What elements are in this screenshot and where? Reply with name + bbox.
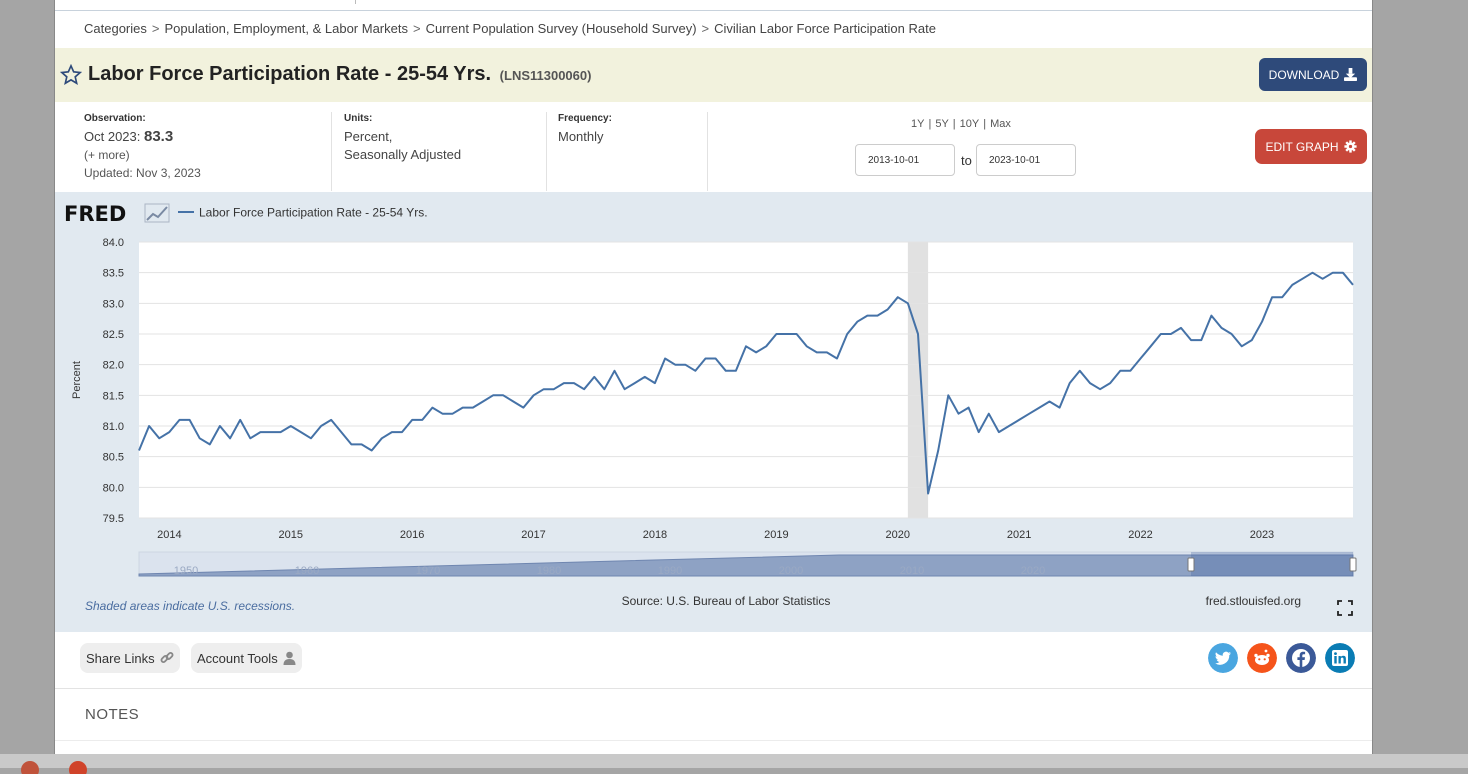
series-meta: Observation: Oct 2023: 83.3 (+ more) Upd…: [55, 102, 1372, 191]
x-tick-label: 2020: [886, 529, 910, 541]
range-10y[interactable]: 10Y: [959, 118, 980, 130]
fred-page: Categories > Population, Employment, & Lab…: [54, 0, 1373, 768]
navigator-area: [138, 554, 1354, 577]
y-tick-label: 83.0: [103, 298, 124, 310]
user-icon: [283, 651, 296, 665]
legend-label: Labor Force Participation Rate - 25-54 Y…: [199, 206, 428, 220]
fred-logo: FRED: [64, 202, 126, 226]
edit-graph-button[interactable]: EDIT GRAPH: [1255, 129, 1367, 164]
more-observations-link[interactable]: (+ more): [84, 148, 130, 162]
notes-heading[interactable]: NOTES: [85, 706, 140, 723]
title-bar: Labor Force Participation Rate - 25-54 Y…: [55, 48, 1372, 102]
site-url: fred.stlouisfed.org: [1206, 594, 1301, 608]
navigator-handle[interactable]: [1349, 557, 1357, 572]
y-tick-label: 80.5: [103, 452, 124, 464]
taskbar-strip: [0, 754, 1468, 774]
updated-date: Updated: Nov 3, 2023: [84, 166, 201, 180]
linkedin-icon[interactable]: [1325, 643, 1355, 673]
to-label: to: [961, 153, 972, 168]
gear-icon: [1343, 140, 1357, 153]
observation-value: 83.3: [144, 128, 174, 145]
navigator-year: 2020: [1021, 565, 1045, 577]
star-icon[interactable]: [60, 64, 82, 86]
x-tick-label: 2019: [764, 529, 788, 541]
navigator-year: 1970: [416, 565, 440, 577]
share-links-button[interactable]: Share Links: [80, 643, 180, 673]
x-tick-label: 2023: [1250, 529, 1274, 541]
y-tick-label: 81.5: [103, 390, 124, 402]
y-tick-label: 84.0: [103, 237, 124, 249]
chart-panel: FRED Labor Force Participation Rate - 25-…: [55, 192, 1372, 632]
plot-area: [139, 242, 1353, 518]
y-tick-label: 79.5: [103, 513, 124, 525]
breadcrumb-cps[interactable]: Current Population Survey (Household Sur…: [425, 21, 697, 36]
download-button[interactable]: DOWNLOAD: [1259, 58, 1367, 91]
range-5y[interactable]: 5Y: [935, 118, 949, 130]
end-date-input[interactable]: [976, 144, 1076, 176]
fred-chart-logo-icon: [144, 203, 170, 223]
breadcrumb-categories[interactable]: Categories: [84, 21, 147, 36]
navigator-handle[interactable]: [1187, 557, 1195, 572]
x-tick-label: 2014: [157, 529, 181, 541]
observation-block: Observation: Oct 2023: 83.3 (+ more) Upd…: [84, 113, 201, 180]
app-icon: [21, 761, 39, 774]
x-tick-label: 2017: [521, 529, 545, 541]
navigator-year: 1980: [537, 565, 561, 577]
y-tick-label: 81.0: [103, 421, 124, 433]
account-tools-button[interactable]: Account Tools: [191, 643, 302, 673]
actions-bar: Share Links Account Tools: [55, 632, 1372, 688]
breadcrumb: Categories > Population, Employment, & Lab…: [84, 21, 936, 36]
source-note: Source: U.S. Bureau of Labor Statistics: [622, 594, 831, 608]
x-tick-label: 2022: [1128, 529, 1152, 541]
units-block: Units: Percent, Seasonally Adjusted: [344, 113, 462, 162]
frequency-block: Frequency: Monthly: [558, 113, 612, 144]
recession-shade: [907, 242, 929, 518]
x-tick-label: 2018: [643, 529, 667, 541]
range-1y[interactable]: 1Y: [911, 118, 925, 130]
top-nav-edge: [55, 0, 1372, 11]
download-icon: [1344, 68, 1358, 81]
y-tick-label: 82.0: [103, 360, 124, 372]
x-tick-label: 2021: [1007, 529, 1031, 541]
range-selector: 1Y | 5Y | 10Y | Max: [911, 118, 1011, 130]
x-tick-label: 2015: [279, 529, 303, 541]
navigator-selection: [1191, 552, 1353, 576]
fred-chart[interactable]: FRED Labor Force Participation Rate - 25-…: [55, 192, 1372, 632]
y-axis-label: Percent: [71, 361, 83, 399]
x-tick-label: 2016: [400, 529, 424, 541]
reddit-icon[interactable]: [1247, 643, 1277, 673]
app-icon: [69, 761, 87, 774]
recession-note: Shaded areas indicate U.S. recessions.: [85, 599, 295, 613]
facebook-icon[interactable]: [1286, 643, 1316, 673]
navigator-year: 2000: [779, 565, 803, 577]
y-tick-label: 83.5: [103, 268, 124, 280]
breadcrumb-population[interactable]: Population, Employment, & Labor Markets: [164, 21, 408, 36]
navigator-year: 2010: [900, 565, 924, 577]
navigator-year: 1990: [658, 565, 682, 577]
link-icon: [160, 652, 174, 663]
breadcrumb-lfpr[interactable]: Civilian Labor Force Participation Rate: [714, 21, 936, 36]
start-date-input[interactable]: [855, 144, 955, 176]
fullscreen-icon[interactable]: [1337, 600, 1353, 616]
y-tick-label: 80.0: [103, 482, 124, 494]
series-line: [138, 271, 1354, 495]
page-title: Labor Force Participation Rate - 25-54 Y…: [88, 63, 592, 85]
range-max[interactable]: Max: [990, 118, 1011, 130]
observation-date: Oct 2023:: [84, 129, 141, 144]
navigator-year: 1950: [174, 565, 198, 577]
y-tick-label: 82.5: [103, 329, 124, 341]
series-id: (LNS11300060): [499, 68, 592, 83]
navigator-year: 1960: [295, 565, 319, 577]
twitter-icon[interactable]: [1208, 643, 1238, 673]
